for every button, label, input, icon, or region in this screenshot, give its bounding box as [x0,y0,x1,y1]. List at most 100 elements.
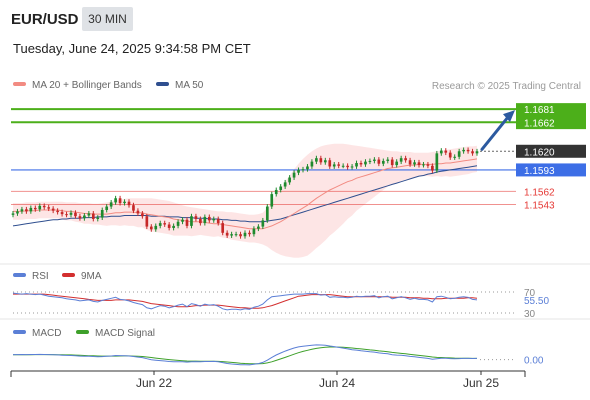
candle-body [96,217,100,219]
candle-body [243,232,247,237]
candle-body [332,164,336,167]
macd-signal-line [12,346,477,365]
candle-body [301,169,305,171]
candle-body [194,216,198,219]
candle-body [100,210,104,218]
candle-body [274,189,278,195]
candle-body [91,213,95,219]
macd-signal-swatch [76,330,89,335]
candle-body [87,213,91,216]
support-label: 1.1562 [524,187,555,198]
candle-body [337,164,341,166]
candle-body [123,201,126,204]
candle-body [65,214,68,216]
candle-body [297,169,300,173]
candle-body [154,225,158,230]
candle-body [283,182,287,187]
candle-body [408,160,412,165]
candle-body [199,218,202,224]
candle-body [355,163,358,167]
candle-body [172,225,175,228]
candle-body [20,209,24,212]
candle-body [444,150,448,153]
candle-body [51,208,55,211]
candle-body [181,219,184,222]
ma50-swatch [156,82,169,87]
candle-body [78,216,82,219]
candle-body [417,162,421,166]
legend-ma50: MA 50 [156,80,203,91]
candle-body [404,158,407,161]
candle-body [132,205,135,211]
candle-body [346,165,349,168]
moving-averages [12,158,478,230]
target-label: 1.1681 [524,105,555,116]
datetime-label: Tuesday, June 24, 2025 9:34:58 PM CET [13,41,251,56]
candle-body [56,210,59,213]
legend-macd-signal-label: MACD Signal [95,328,156,339]
rsi-last-value: 55.50 [524,296,549,307]
candles [11,147,479,239]
ma50-line [12,165,478,227]
legend-macd-signal: MACD Signal [76,328,155,339]
candle-body [453,156,457,158]
forecast-arrow [480,110,515,151]
support-label: 1.1543 [524,200,555,211]
candle-body [368,160,372,162]
candle-body [83,215,86,219]
rsi-tick-label: 30 [524,309,536,320]
macd-swatch [13,330,26,335]
candle-body [38,205,42,210]
interval-badge[interactable]: 30 MIN [82,7,133,31]
candle-body [462,149,465,152]
candle-body [471,151,474,154]
macd-pane: 0.00 [12,344,544,367]
pivot-label-box [516,163,586,177]
candle-body [149,226,153,230]
candle-body [176,221,180,226]
chart-header: EUR/USD 30 MIN Tuesday, June 24, 2025 9:… [0,0,590,70]
candle-body [221,223,225,233]
candle-body [359,163,363,165]
legend-rsi-ma: 9MA [62,271,102,282]
candle-body [25,209,28,212]
candle-body [212,218,216,221]
candle-body [190,216,193,226]
candle-body [109,202,113,207]
candle-body [439,150,443,154]
candle-body [118,198,122,204]
candle-body [395,161,399,166]
candle-body [42,205,46,208]
candle-body [257,226,260,229]
candle-body [310,161,314,167]
candle-body [33,207,37,210]
candle-body [11,213,15,215]
candle-body [185,219,189,226]
legend-macd-label: MACD [32,328,62,339]
candle-body [448,152,452,158]
candle-body [207,216,211,221]
candle-body [292,172,296,178]
candle-body [288,177,291,183]
legend-ma20-label: MA 20 + Bollinger Bands [32,80,142,91]
candle-body [373,159,376,161]
candle-body [399,158,403,162]
candle-body [431,165,434,171]
research-credit: Research © 2025 Trading Central [431,81,581,92]
candle-body [323,160,327,163]
legend-macd: MACD [13,328,61,339]
target-label-box [516,103,586,130]
candle-body [47,207,51,209]
level-labels: 1.1681 1.1662 1.1620 1.1593 1.1562 1.1543 [516,103,586,211]
candle-body [422,164,425,166]
rsi-ma-swatch [62,273,75,278]
candle-body [328,160,332,167]
legend-rsi-ma-label: 9MA [81,271,102,282]
candle-body [105,206,109,210]
candle-body [306,166,309,170]
candle-body [239,234,242,237]
rsi-tick-label: 70 [524,288,536,299]
legend-rsi: RSI [13,271,49,282]
